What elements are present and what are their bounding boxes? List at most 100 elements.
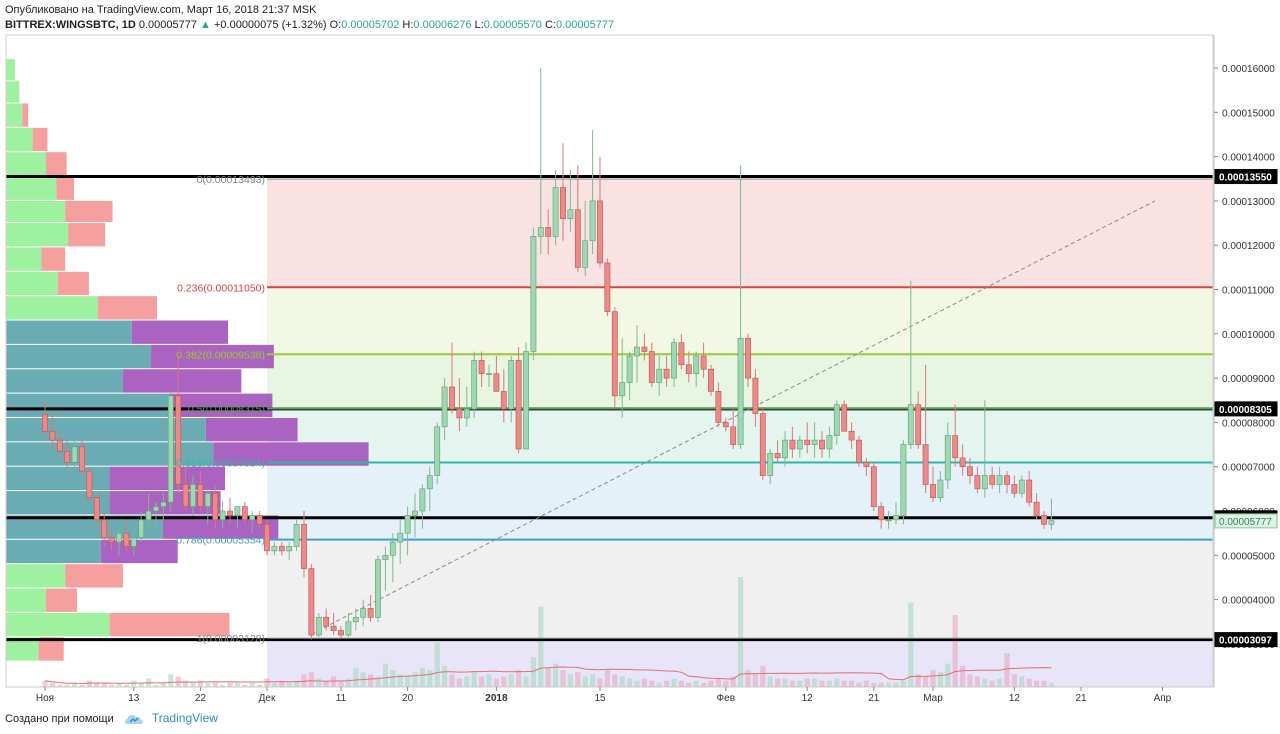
candle (826, 426, 833, 458)
volume-bar (331, 676, 337, 687)
tradingview-brand[interactable]: TradingView (151, 711, 218, 725)
candle (434, 422, 441, 485)
price-tag-box (1214, 169, 1278, 185)
volume-bar (612, 674, 618, 687)
vp-sell-bar (162, 515, 279, 539)
vp-buy-bar (6, 247, 42, 271)
candle-body (574, 209, 581, 268)
volume-bar (538, 606, 544, 687)
candle-body (160, 501, 167, 507)
candle-body (1018, 479, 1025, 494)
candle-body (737, 337, 744, 445)
price-tick-label: 0.00015000 (1222, 108, 1275, 119)
candle (426, 466, 433, 511)
candle-body (782, 439, 788, 459)
candle (130, 528, 137, 556)
candle-body (1011, 484, 1018, 494)
candle-body (241, 506, 248, 521)
candle (656, 355, 663, 396)
volume-bar (834, 678, 840, 687)
volume-bar (678, 680, 684, 687)
volume-bar (382, 663, 388, 687)
vp-sell-bar (131, 320, 228, 344)
volume-bar (131, 680, 137, 687)
candle-body (1033, 501, 1040, 516)
candle-body (619, 382, 626, 397)
candle (1018, 475, 1025, 498)
candle (708, 364, 714, 396)
time-tick-label: 20 (402, 693, 414, 704)
candle-body (959, 457, 966, 467)
candle-body (49, 430, 56, 441)
candle (404, 506, 411, 556)
volume-bar (1034, 680, 1040, 687)
candle-body (153, 506, 159, 512)
price-tick-label: 0.00007000 (1222, 463, 1275, 474)
candle (537, 68, 544, 255)
candle (796, 435, 803, 458)
candle (286, 542, 293, 560)
candle (893, 502, 899, 525)
candle (922, 364, 929, 494)
volume-bar (86, 680, 92, 687)
candle (804, 422, 811, 454)
candle (774, 440, 781, 463)
vp-buy-bar (6, 81, 20, 103)
candle-body (382, 554, 389, 561)
low-label: L: (474, 19, 484, 31)
candle (397, 519, 404, 565)
candle-body (700, 355, 707, 370)
candle-body (352, 617, 359, 623)
volume-bar (893, 682, 899, 687)
vp-buy-bar (6, 200, 66, 223)
candle-body (626, 355, 633, 383)
candle (360, 599, 367, 627)
candle-body (175, 395, 182, 485)
candle-body (449, 386, 455, 410)
candle (856, 435, 862, 467)
volume-bar (974, 676, 980, 687)
candle (71, 440, 78, 467)
volume-bar (294, 680, 300, 687)
candle-body (301, 523, 307, 569)
price-tick-label: 0.00016000 (1222, 64, 1275, 75)
high-label: H: (402, 19, 414, 31)
candle-body (278, 546, 285, 552)
volume-bar (671, 678, 677, 687)
candle-body (900, 444, 907, 516)
candle (1026, 471, 1033, 507)
candle (79, 440, 85, 476)
candle (967, 457, 973, 485)
volume-bar (871, 682, 877, 687)
vp-sell-bar (56, 176, 75, 200)
symbol-label[interactable]: BITTREX:WINGSBTC, 1D (5, 19, 136, 31)
last-price: 0.00005777 (138, 19, 197, 31)
time-tick-label: 2018 (485, 693, 508, 704)
candle (138, 511, 145, 543)
tradingview-cloud-icon[interactable] (124, 713, 143, 725)
fib-label: 0.5(0.00008315) (188, 403, 265, 415)
volume-bar (619, 676, 625, 687)
candle-body (730, 426, 737, 445)
volume-bar (508, 674, 514, 687)
volume-bar (923, 676, 929, 687)
candle (108, 528, 115, 551)
volume-bar (849, 680, 855, 687)
candle-body (907, 404, 914, 445)
candle-body (952, 435, 959, 459)
volume-bar (257, 684, 263, 687)
volume-bar (183, 680, 189, 687)
vp-sell-bar (109, 466, 226, 491)
volume-bar (427, 670, 433, 687)
vp-sell-bar (41, 247, 66, 271)
volume-bar (937, 672, 943, 687)
volume-bar (1048, 682, 1054, 687)
fib-label: 0.236(0.00011050) (177, 282, 265, 294)
candle-body (345, 621, 352, 636)
candle-body (597, 200, 603, 264)
candle-body (1041, 515, 1047, 525)
candle (870, 462, 877, 511)
volume-bar (323, 680, 329, 687)
volume-ma-line (44, 666, 1052, 685)
